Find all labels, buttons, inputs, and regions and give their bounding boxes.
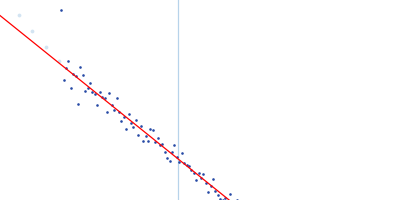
Point xyxy=(220,198,226,200)
Point xyxy=(104,110,110,113)
Point xyxy=(99,95,105,98)
Point xyxy=(121,116,127,119)
Point xyxy=(142,134,149,138)
Point xyxy=(159,142,166,145)
Point xyxy=(171,144,178,147)
Point xyxy=(205,191,212,194)
Point xyxy=(84,86,91,89)
Point xyxy=(222,197,228,200)
Point xyxy=(118,120,125,123)
Point xyxy=(126,112,132,115)
Point xyxy=(89,91,96,94)
Point xyxy=(29,29,36,33)
Point xyxy=(80,73,86,76)
Point xyxy=(133,118,139,121)
Point xyxy=(111,108,117,111)
Point xyxy=(181,161,187,164)
Point xyxy=(58,8,64,12)
Point xyxy=(208,184,214,187)
Point xyxy=(234,198,240,200)
Point xyxy=(16,13,22,17)
Point xyxy=(150,128,156,132)
Point xyxy=(106,92,112,95)
Point xyxy=(198,176,204,179)
Point xyxy=(65,60,72,63)
Point xyxy=(140,139,146,143)
Point xyxy=(215,194,221,197)
Point xyxy=(193,179,199,182)
Point xyxy=(77,65,84,68)
Point xyxy=(200,172,207,175)
Point xyxy=(178,151,185,154)
Point xyxy=(60,78,67,82)
Point xyxy=(116,110,122,113)
Point xyxy=(87,82,93,85)
Point xyxy=(190,171,197,175)
Point xyxy=(130,125,137,128)
Point xyxy=(94,104,100,107)
Point xyxy=(210,177,216,181)
Point xyxy=(92,92,98,96)
Point xyxy=(42,45,49,49)
Point xyxy=(138,125,144,128)
Point xyxy=(101,96,108,99)
Point xyxy=(176,161,182,164)
Point xyxy=(63,66,69,69)
Point xyxy=(227,192,233,195)
Point xyxy=(195,171,202,175)
Point xyxy=(123,128,130,131)
Point xyxy=(113,96,120,99)
Point xyxy=(154,137,161,140)
Point xyxy=(72,75,79,78)
Point xyxy=(96,90,103,93)
Point xyxy=(169,151,175,154)
Point xyxy=(56,59,62,62)
Point xyxy=(186,165,192,168)
Point xyxy=(68,87,74,90)
Point xyxy=(164,157,170,160)
Point xyxy=(157,144,163,147)
Point xyxy=(162,150,168,153)
Point xyxy=(174,155,180,158)
Point xyxy=(203,181,209,185)
Point xyxy=(128,122,134,125)
Point xyxy=(108,103,115,106)
Point xyxy=(82,90,88,93)
Point xyxy=(147,128,154,131)
Point xyxy=(135,134,142,137)
Point xyxy=(217,197,224,200)
Point xyxy=(166,159,173,162)
Point xyxy=(188,169,194,172)
Point xyxy=(75,103,81,106)
Point xyxy=(183,164,190,167)
Point xyxy=(152,140,158,144)
Point xyxy=(70,73,76,76)
Point xyxy=(212,189,219,192)
Point xyxy=(145,139,151,142)
